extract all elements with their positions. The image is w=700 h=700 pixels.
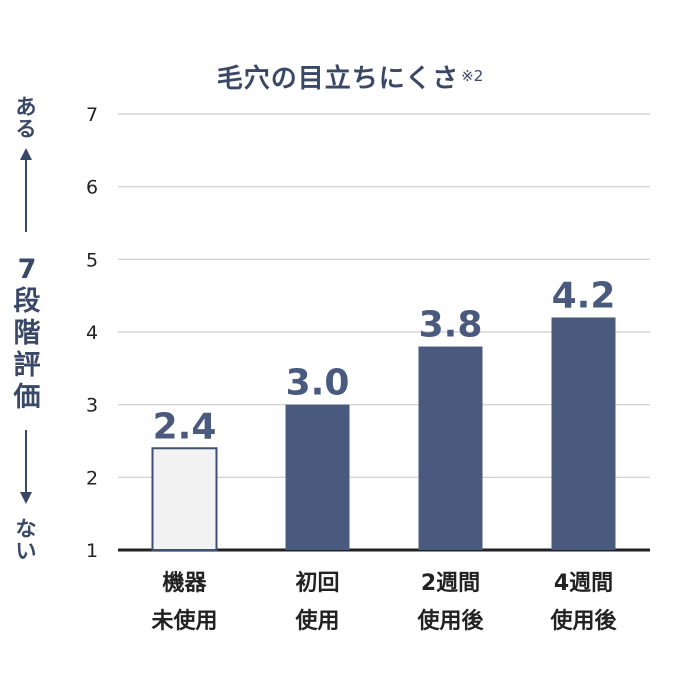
y-label-middle-char: 価 [13, 382, 41, 413]
y-label-top-char: る [15, 117, 37, 141]
y-label-middle-char: 階 [13, 318, 41, 349]
y-tick-label: 4 [86, 322, 98, 344]
y-tick-label: 7 [86, 104, 98, 126]
y-tick-label: 3 [86, 395, 98, 417]
value-label: 2.4 [153, 406, 217, 447]
x-tick-label: 初回 [295, 570, 339, 596]
arrow-up-icon [20, 148, 32, 160]
x-tick-label: 4週間 [554, 571, 613, 596]
y-tick-label: 1 [86, 540, 98, 562]
x-tick-label: 機器 [162, 571, 207, 596]
x-tick-label: 未使用 [151, 609, 217, 634]
value-label: 4.2 [552, 275, 616, 316]
y-label-bottom-char: な [15, 517, 37, 541]
bar [551, 317, 616, 550]
bar [285, 404, 350, 550]
y-label-middle-char: 評 [13, 350, 41, 381]
y-label-top-char: あ [15, 95, 37, 119]
y-tick-labels: 1 2 3 4 5 6 7 [86, 104, 98, 562]
chart-title-note: ※2 [461, 66, 484, 85]
y-tick-label: 2 [86, 467, 98, 489]
value-label: 3.8 [419, 305, 483, 346]
bars [151, 317, 616, 551]
value-label: 3.0 [286, 363, 350, 404]
value-labels: 2.4 3.0 3.8 4.2 [153, 275, 616, 447]
x-tick-label: 2週間 [421, 571, 480, 596]
y-axis-arrows [20, 148, 32, 504]
y-axis-label-bottom: ない [14, 518, 38, 562]
y-tick-label: 6 [86, 177, 98, 199]
y-label-middle-char: 7 [17, 254, 37, 285]
y-tick-label: 5 [86, 249, 98, 271]
chart-title: 毛穴の目立ちにくさ ※2 [0, 58, 700, 95]
arrow-down-icon [20, 492, 32, 504]
x-tick-label: 使用 [294, 609, 339, 634]
bar [151, 447, 218, 551]
y-label-bottom-char: い [15, 539, 37, 563]
y-axis-label-top: ある [14, 96, 38, 140]
x-tick-label: 使用後 [416, 608, 484, 634]
chart-title-text: 毛穴の目立ちにくさ [216, 64, 460, 94]
x-tick-label: 使用後 [549, 608, 617, 634]
y-label-middle-char: 段 [13, 286, 41, 317]
bar [418, 346, 483, 550]
